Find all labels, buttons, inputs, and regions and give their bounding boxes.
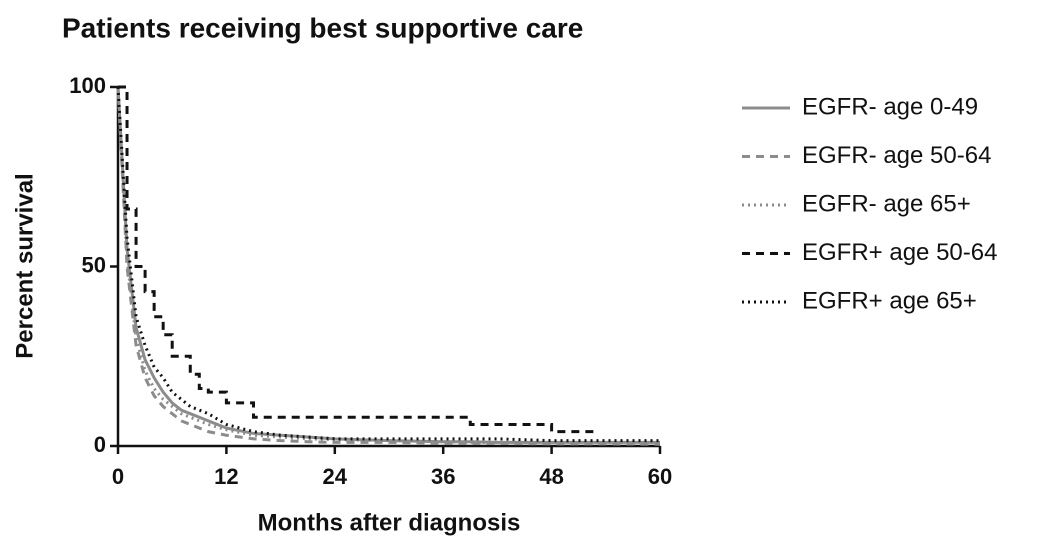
legend-label: EGFR- age 50-64 (802, 142, 991, 169)
x-axis-label: Months after diagnosis (258, 509, 521, 536)
survival-line (118, 85, 597, 434)
legend-label: EGFR+ age 65+ (802, 287, 977, 314)
x-tick-label: 24 (323, 464, 348, 489)
x-tick-label: 12 (214, 464, 238, 489)
y-tick-label: 0 (94, 432, 106, 457)
x-tick-label: 48 (539, 464, 563, 489)
y-tick-label: 100 (69, 73, 106, 98)
x-tick-label: 60 (648, 464, 672, 489)
legend-label: EGFR- age 0-49 (802, 93, 978, 120)
y-tick-label: 50 (82, 252, 106, 277)
x-tick-label: 0 (112, 464, 124, 489)
y-axis-label: Percent survival (11, 173, 38, 358)
survival-line (116, 86, 660, 443)
x-tick-label: 36 (431, 464, 455, 489)
survival-line (116, 86, 661, 446)
legend-label: EGFR- age 65+ (802, 190, 971, 217)
legend-label: EGFR+ age 50-64 (802, 239, 997, 266)
survival-line (116, 86, 660, 444)
chart-title: Patients receiving best supportive care (62, 12, 583, 43)
